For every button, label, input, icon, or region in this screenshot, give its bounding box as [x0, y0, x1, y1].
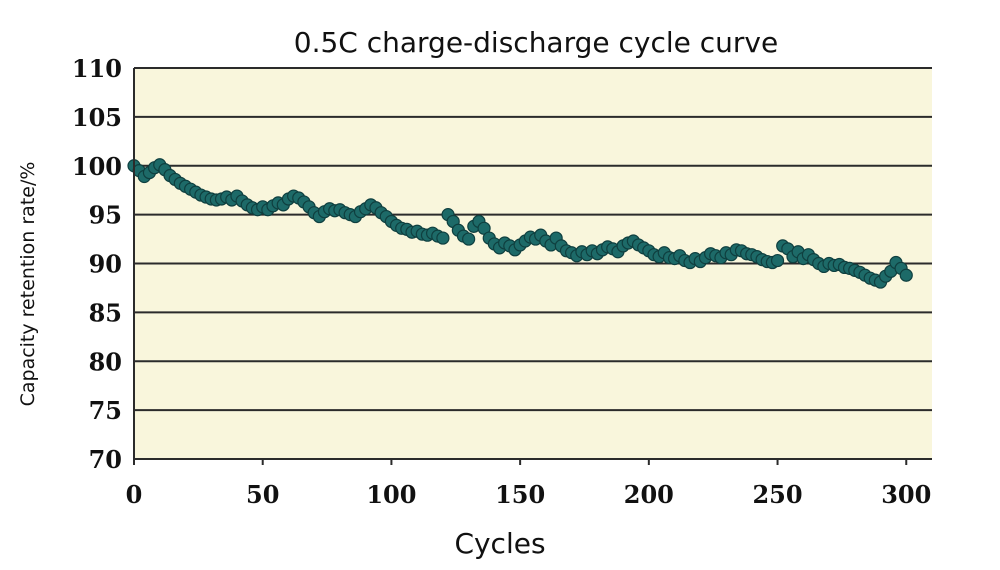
x-tick-label: 300	[881, 480, 931, 509]
y-tick-label: 75	[89, 396, 122, 425]
x-tick-label: 100	[366, 480, 416, 509]
x-axis-ticks: 0 50 100 150 200 250 300	[126, 459, 931, 509]
y-axis-label: Capacity retention rate/%	[17, 162, 39, 407]
data-point	[436, 231, 450, 245]
chart-title: 0.5C charge-discharge cycle curve	[294, 26, 778, 59]
data-point	[770, 253, 785, 268]
data-point	[462, 232, 476, 246]
y-axis-ticks: 70 75 80 85 90 95 100 105 110	[72, 54, 122, 474]
data-point	[899, 268, 913, 282]
y-tick-label: 90	[89, 250, 122, 279]
x-tick-label: 50	[246, 480, 279, 509]
y-tick-label: 95	[89, 201, 122, 230]
y-tick-label: 110	[72, 54, 122, 83]
x-tick-label: 200	[624, 480, 674, 509]
y-tick-label: 105	[72, 103, 122, 132]
x-tick-label: 0	[126, 480, 143, 509]
y-tick-label: 85	[89, 298, 122, 327]
y-tick-label: 70	[89, 445, 122, 474]
data-series	[127, 158, 913, 289]
y-tick-label: 100	[72, 152, 122, 181]
x-tick-label: 150	[495, 480, 545, 509]
x-tick-label: 250	[752, 480, 802, 509]
x-axis-label: Cycles	[454, 527, 545, 560]
y-tick-label: 80	[89, 347, 122, 376]
